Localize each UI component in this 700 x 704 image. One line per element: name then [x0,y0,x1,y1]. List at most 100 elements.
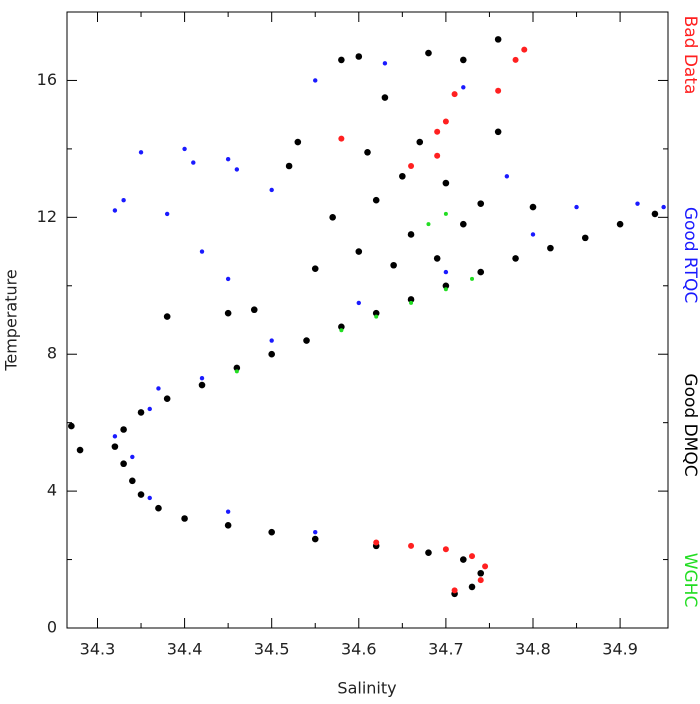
point [374,314,379,319]
point [616,220,624,228]
point [156,386,161,391]
point [163,395,171,403]
point [76,446,84,454]
point [482,563,489,570]
point [303,337,310,344]
x-tick-label: 34.4 [167,640,203,659]
point [495,87,502,94]
point [199,249,205,254]
point [512,56,519,63]
point [137,491,145,498]
y-tick-label: 0 [47,618,57,637]
point [111,443,119,450]
point [434,128,441,135]
point [460,556,467,563]
point [372,196,380,204]
legend-entry: Bad Data [680,16,700,95]
y-tick-label: 4 [47,481,57,500]
point [494,36,502,43]
point [234,167,240,172]
point [164,211,170,217]
point [338,56,345,64]
point [451,587,458,594]
point [407,231,415,238]
x-tick-label: 34.9 [602,640,638,659]
point [416,138,424,146]
point [426,222,431,227]
y-tick-label: 12 [37,207,57,226]
y-tick-label: 8 [47,344,57,363]
point [268,350,275,358]
plot-frame [66,11,669,629]
point [355,248,363,255]
y-tick-label: 16 [37,70,57,89]
point [198,381,206,389]
point [442,118,449,125]
x-tick-label: 34.5 [254,640,290,659]
point [477,268,485,276]
point [112,434,118,439]
point [574,204,579,210]
point [494,128,502,136]
x-tick-label: 34.8 [515,640,551,659]
point [408,542,415,549]
point [182,146,187,152]
point [313,78,318,83]
point [372,309,380,317]
point [181,515,188,522]
point [121,198,126,203]
point [381,94,389,101]
point [163,313,171,320]
point [112,208,118,213]
point [294,138,302,146]
point [269,187,274,193]
point [250,306,258,314]
point [155,504,162,512]
point [129,477,136,485]
point [147,495,152,501]
y-axis-label: Temperature [2,269,21,371]
legend-entry: WGHC [680,553,700,608]
point [434,152,441,159]
point [382,61,388,66]
point [225,156,231,162]
point [137,409,145,416]
point [530,232,536,237]
point [470,276,475,281]
legend-entry: Good RTQC [680,207,700,303]
point [225,509,231,514]
point [547,244,554,252]
point [364,149,371,156]
x-tick-label: 34.7 [428,640,464,659]
point [651,210,659,218]
point [443,287,448,292]
point [408,163,415,169]
point [234,369,239,374]
point [338,323,345,331]
point [468,583,476,591]
point [390,261,397,269]
point [285,162,293,170]
point [477,569,485,577]
point [460,220,467,228]
point [433,255,441,262]
point [355,53,363,60]
point [442,179,450,187]
point [461,85,466,90]
point [512,255,519,262]
point [313,529,318,535]
point [356,300,361,306]
point [661,204,666,210]
x-tick-label: 34.6 [341,640,377,659]
point [581,234,589,242]
x-tick-label: 34.3 [80,640,116,659]
point [130,454,135,460]
legend-entry: Good DMQC [680,373,700,476]
point [120,426,127,433]
point [443,211,448,216]
point [635,201,640,206]
point [225,276,231,282]
x-axis-label: Salinity [337,679,396,698]
point [199,375,205,381]
